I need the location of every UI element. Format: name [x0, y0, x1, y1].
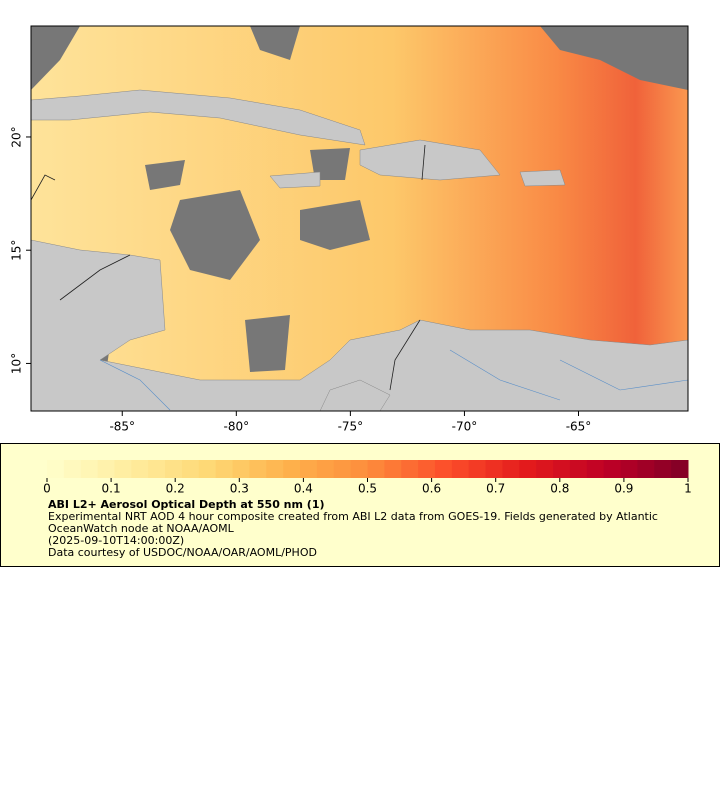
colorbar-step — [671, 460, 689, 478]
colorbar-step — [401, 460, 419, 478]
colorbar-step — [350, 460, 368, 478]
colorbar-step — [114, 460, 132, 478]
colorbar-tick-label: 0.4 — [294, 482, 313, 496]
colorbar-step — [47, 460, 65, 478]
colorbar-tick-label: 1 — [684, 482, 692, 496]
colorbar-step — [165, 460, 183, 478]
x-tick-label: -75° — [338, 420, 364, 434]
x-tick-label: -80° — [224, 420, 250, 434]
colorbar-step — [536, 460, 554, 478]
x-tick-label: -65° — [566, 420, 592, 434]
x-tick-label: -85° — [109, 420, 135, 434]
colorbar-tick-label: 0.7 — [486, 482, 505, 496]
y-tick-label: 10° — [10, 353, 24, 374]
colorbar-step — [316, 460, 335, 478]
colorbar-step — [553, 460, 571, 478]
colorbar-step — [367, 460, 385, 478]
rivers — [99, 349, 688, 411]
legend-text: ABI L2+ Aerosol Optical Depth at 550 nm … — [48, 499, 698, 559]
y-tick-label: 15° — [10, 240, 24, 261]
colorbar-step — [384, 460, 402, 478]
colorbar-step — [451, 460, 470, 478]
colorbar-step — [249, 460, 267, 478]
colorbar-step — [80, 460, 99, 478]
colorbar-tick-label: 0.8 — [550, 482, 569, 496]
colorbar-step — [586, 460, 605, 478]
colorbar-step — [569, 460, 588, 478]
colorbar-tick-label: 0.1 — [102, 482, 121, 496]
colorbar-step — [232, 460, 250, 478]
y-tick-label: 20° — [10, 126, 24, 147]
colorbar-step — [434, 460, 453, 478]
colorbar-tick-label: 0 — [43, 482, 51, 496]
colorbar-step — [519, 460, 537, 478]
colorbar-step — [620, 460, 638, 478]
colorbar-step — [198, 460, 217, 478]
x-tick-label: -70° — [452, 420, 478, 434]
colorbar-step — [131, 460, 149, 478]
colorbar-step — [637, 460, 655, 478]
legend-credit: Data courtesy of USDOC/NOAA/OAR/AOML/PHO… — [48, 546, 317, 559]
colorbar-step — [97, 460, 115, 478]
colorbar-step — [654, 460, 672, 478]
map-field — [31, 26, 688, 411]
colorbar-step — [485, 460, 503, 478]
land — [31, 89, 688, 411]
borders — [31, 144, 426, 391]
colorbar-tick-label: 0.5 — [358, 482, 377, 496]
colorbar-step — [333, 460, 352, 478]
colorbar-step — [181, 460, 200, 478]
colorbar-tick-label: 0.3 — [230, 482, 249, 496]
legend-description: Experimental NRT AOD 4 hour composite cr… — [48, 510, 658, 535]
colorbar-tick-label: 0.2 — [166, 482, 185, 496]
colorbar-step — [603, 460, 622, 478]
colorbar-step — [418, 460, 436, 478]
plot-frame — [30, 25, 689, 412]
colorbar-tick-label: 0.6 — [422, 482, 441, 496]
legend-title: ABI L2+ Aerosol Optical Depth at 550 nm … — [48, 498, 325, 511]
colorbar-step — [283, 460, 301, 478]
colorbar-step — [215, 460, 234, 478]
colorbar-tick-label: 0.9 — [614, 482, 633, 496]
colorbar-step — [148, 460, 166, 478]
colorbar-step — [502, 460, 520, 478]
colorbar-step — [300, 460, 318, 478]
legend-time: (2025-09-10T14:00:00Z) — [48, 534, 185, 547]
colorbar-step — [266, 460, 284, 478]
colorbar-step — [63, 460, 82, 478]
colorbar-step — [468, 460, 487, 478]
